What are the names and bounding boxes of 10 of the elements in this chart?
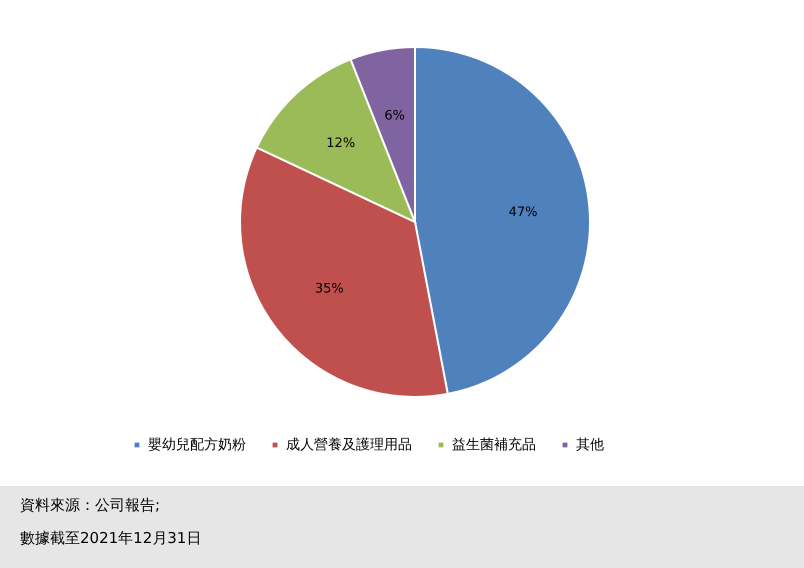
legend-label: 益生菌補充品	[452, 437, 536, 453]
text: 數據截至2021年12月31日	[20, 529, 202, 547]
legend-label: 其他	[576, 437, 604, 453]
data-label: 6%	[384, 108, 405, 124]
data-label: 35%	[314, 282, 344, 296]
legend-label: 成人營養及護理用品	[286, 437, 412, 453]
legend-label: 嬰幼兒配方奶粉	[148, 437, 246, 453]
data-label: 47%	[508, 204, 538, 220]
data-label: 12%	[326, 136, 356, 151]
source-note: 資料來源：公司報告;	[20, 496, 160, 514]
